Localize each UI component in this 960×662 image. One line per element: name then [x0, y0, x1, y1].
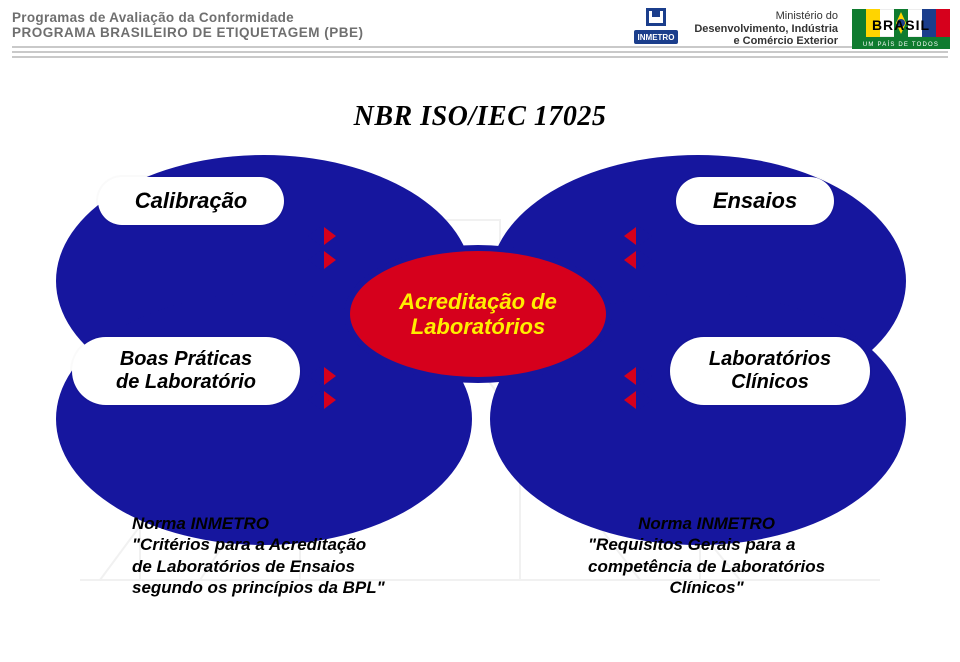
cap-left-l1: Norma INMETRO	[132, 513, 385, 534]
arrow-icon	[308, 391, 320, 409]
slide-title: NBR ISO/IEC 17025	[0, 101, 960, 133]
caption-left: Norma INMETRO "Critérios para a Acredita…	[132, 513, 385, 598]
plate-bl-l1: Boas Práticas	[120, 348, 252, 370]
plate-lab-clinicos-text: Laboratórios Clínicos	[709, 348, 831, 394]
plate-bl-l2: de Laboratório	[116, 371, 256, 393]
header-line2: PROGRAMA BRASILEIRO DE ETIQUETAGEM (PBE)	[12, 25, 472, 40]
ministry-text: Ministério do Desenvolvimento, Indústria…	[694, 10, 838, 48]
arrow-icon	[308, 251, 320, 269]
arrow-icon	[308, 227, 320, 245]
arrow-icon	[308, 367, 320, 385]
brasil-logo-icon: BRASIL UM PAÍS DE TODOS	[852, 9, 950, 49]
brasil-word: BRASIL	[872, 17, 930, 33]
arrow-icon	[624, 227, 636, 245]
plate-ensaios-text: Ensaios	[713, 188, 797, 214]
arrow-icon	[624, 391, 636, 409]
plate-br-l2: Clínicos	[731, 371, 809, 393]
header-left-text: Programas de Avaliação da Conformidade P…	[12, 10, 472, 40]
plate-boas-praticas: Boas Práticas de Laboratório	[72, 337, 300, 405]
plate-lab-clinicos: Laboratórios Clínicos	[670, 337, 870, 405]
center-text: Acreditação de Laboratórios	[399, 289, 557, 340]
center-acreditacao: Acreditação de Laboratórios	[344, 245, 612, 383]
ministry-line2: Desenvolvimento, Indústria	[694, 23, 838, 36]
header: Programas de Avaliação da Conformidade P…	[0, 0, 960, 62]
caption-right: Norma INMETRO "Requisitos Gerais para a …	[588, 513, 825, 598]
cap-right-l4: Clínicos"	[588, 577, 825, 598]
plate-calibracao-text: Calibração	[135, 188, 248, 214]
plate-br-l1: Laboratórios	[709, 348, 831, 370]
arrow-icon	[640, 227, 652, 245]
ministry-line1: Ministério do	[694, 10, 838, 23]
arrow-icon	[640, 251, 652, 269]
cap-right-l2: "Requisitos Gerais para a	[588, 534, 825, 555]
ministry-line3: e Comércio Exterior	[694, 35, 838, 48]
cap-left-l4: segundo os princípios da BPL"	[132, 577, 385, 598]
arrow-icon	[640, 367, 652, 385]
arrow-icon	[624, 367, 636, 385]
slide: Programas de Avaliação da Conformidade P…	[0, 0, 960, 662]
center-l1: Acreditação de	[399, 289, 557, 314]
arrow-icon	[324, 391, 336, 409]
center-l2: Laboratórios	[411, 314, 545, 339]
cap-left-l3: de Laboratórios de Ensaios	[132, 556, 385, 577]
brasil-tag: UM PAÍS DE TODOS	[863, 41, 939, 48]
header-line1: Programas de Avaliação da Conformidade	[12, 10, 472, 25]
plate-boas-praticas-text: Boas Práticas de Laboratório	[116, 348, 256, 394]
diagram: NBR ISO/IEC 17025 Calibração Boas Prátic…	[0, 95, 960, 655]
arrow-icon	[324, 251, 336, 269]
svg-text:INMETRO: INMETRO	[638, 33, 675, 42]
cap-right-l3: competência de Laboratórios	[588, 556, 825, 577]
plate-calibracao: Calibração	[98, 177, 284, 225]
inmetro-logo-icon: INMETRO	[632, 6, 680, 52]
header-right-logos: INMETRO Ministério do Desenvolvimento, I…	[632, 6, 950, 52]
plate-ensaios: Ensaios	[676, 177, 834, 225]
arrow-icon	[324, 227, 336, 245]
arrow-icon	[624, 251, 636, 269]
cap-left-l2: "Critérios para a Acreditação	[132, 534, 385, 555]
arrow-icon	[324, 367, 336, 385]
arrow-icon	[640, 391, 652, 409]
cap-right-l1: Norma INMETRO	[588, 513, 825, 534]
